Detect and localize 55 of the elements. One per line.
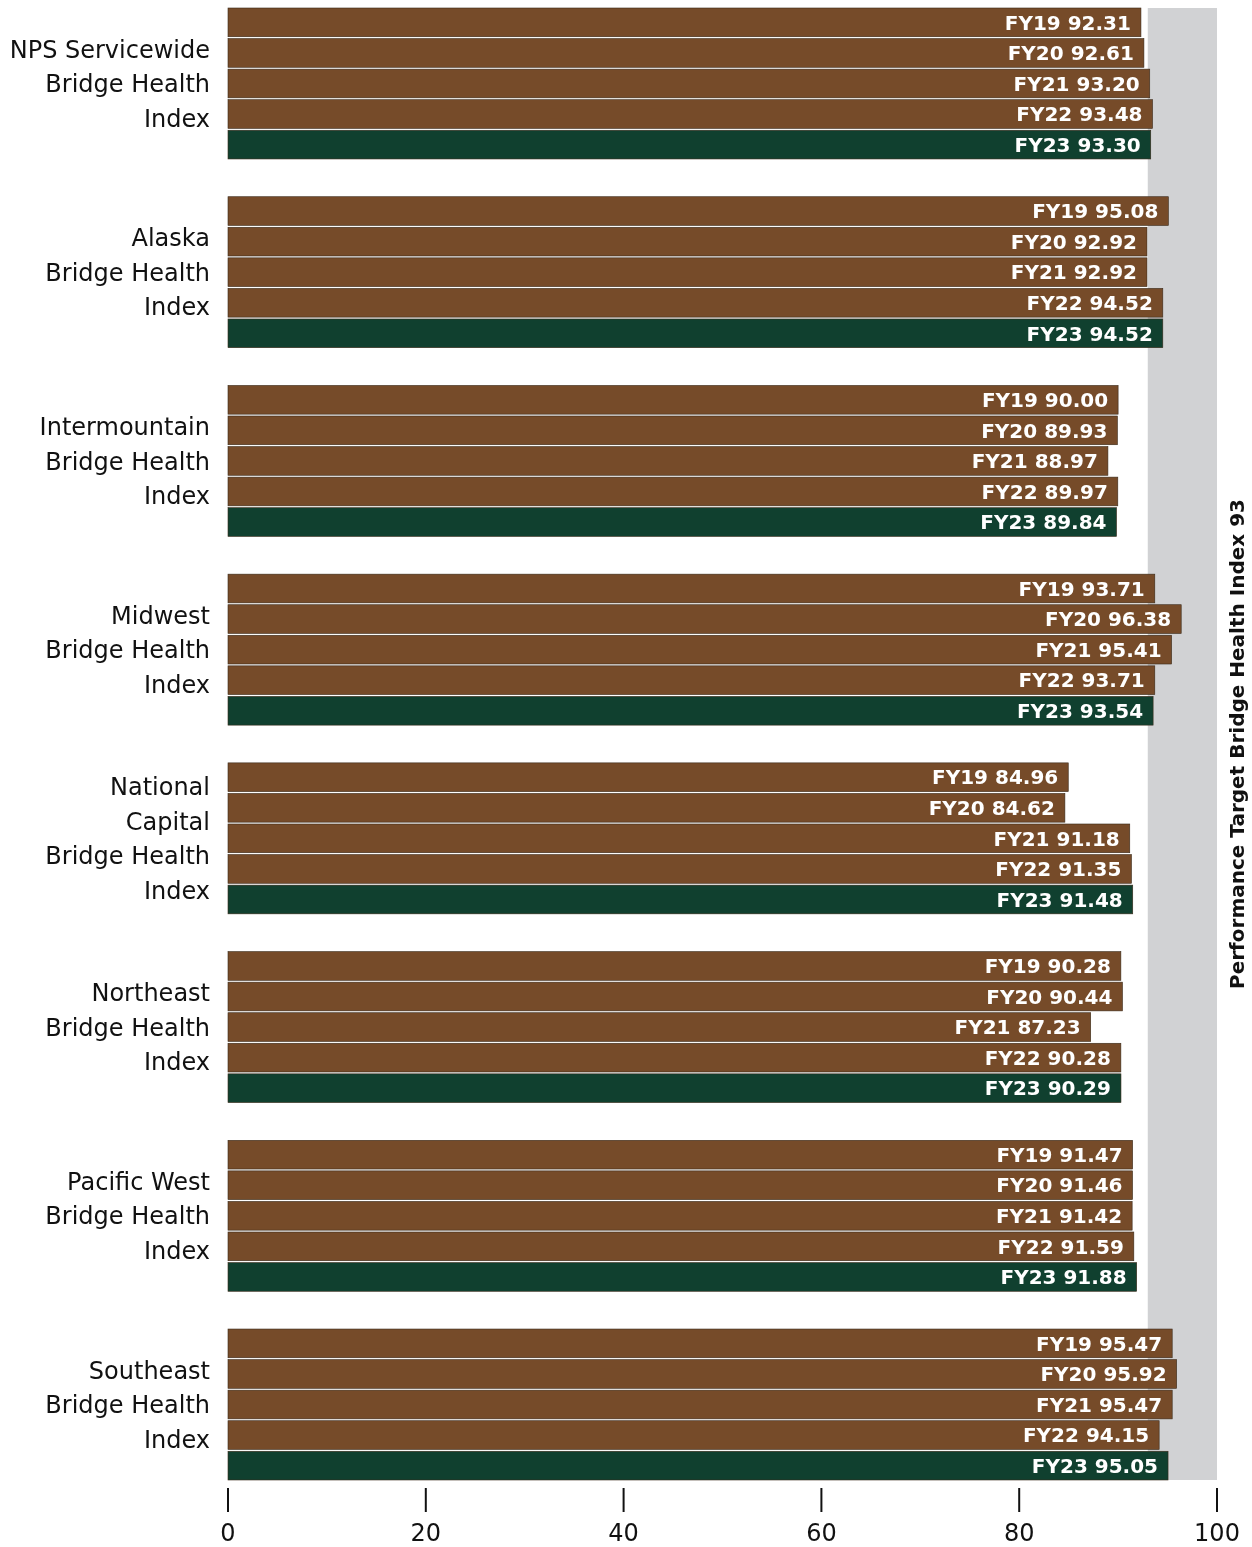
text: FY19 95.47 bbox=[1036, 1331, 1163, 1356]
text: FY20 92.61 bbox=[1007, 41, 1134, 66]
y-tick-label: National Capital Bridge Health Index bbox=[45, 773, 210, 905]
x-tick-label: 80 bbox=[1003, 1518, 1035, 1547]
text: FY21 87.23 bbox=[954, 1015, 1081, 1040]
text: FY20 84.62 bbox=[928, 796, 1055, 820]
text: FY19 93.71 bbox=[1018, 576, 1145, 601]
text: FY23 95.05 bbox=[1031, 1453, 1159, 1478]
text: FY20 96.38 bbox=[1045, 607, 1172, 632]
text: FY21 91.42 bbox=[995, 1203, 1123, 1228]
x-tick-label: 60 bbox=[806, 1518, 837, 1547]
text: FY22 90.28 bbox=[984, 1045, 1111, 1070]
text: FY19 90.00 bbox=[981, 388, 1109, 412]
text: FY22 93.71 bbox=[1018, 668, 1145, 693]
text: FY19 92.31 bbox=[1004, 10, 1131, 35]
band-label: Performance Target Bridge Health Index 93 bbox=[1225, 499, 1250, 989]
text: FY22 94.15 bbox=[1022, 1423, 1150, 1448]
text: FY21 93.20 bbox=[1013, 71, 1140, 96]
text: FY19 95.08 bbox=[1032, 199, 1159, 224]
text: FY22 93.48 bbox=[1016, 102, 1143, 127]
text: FY23 91.48 bbox=[996, 887, 1123, 912]
text: FY22 91.35 bbox=[995, 857, 1122, 882]
y-tick-label: Alaska Bridge Health Index bbox=[45, 224, 210, 322]
x-tick-label: 100 bbox=[1194, 1518, 1240, 1547]
x-tick-label: 20 bbox=[410, 1518, 442, 1547]
text: FY23 91.88 bbox=[1000, 1265, 1127, 1290]
y-tick-label: Intermountain Bridge Health Index bbox=[39, 413, 210, 511]
text: FY23 90.29 bbox=[984, 1076, 1111, 1101]
text: FY19 91.47 bbox=[996, 1142, 1123, 1167]
text: FY21 92.92 bbox=[1010, 260, 1137, 285]
y-tick-label: Southeast Bridge Health Index bbox=[45, 1356, 210, 1454]
x-tick-label: 0 bbox=[220, 1518, 236, 1547]
text: FY20 92.92 bbox=[1010, 229, 1137, 254]
y-tick-label: Northeast Bridge Health Index bbox=[45, 979, 210, 1077]
text: FY23 93.54 bbox=[1016, 698, 1144, 723]
text: FY21 95.41 bbox=[1035, 637, 1162, 662]
text: FY20 89.93 bbox=[981, 418, 1108, 443]
text: FY21 88.97 bbox=[971, 449, 1098, 474]
text: FY21 95.47 bbox=[1036, 1392, 1163, 1417]
y-tick-label: Pacific West Bridge Health Index bbox=[45, 1167, 210, 1265]
text: FY20 91.46 bbox=[996, 1173, 1123, 1198]
text: FY20 95.92 bbox=[1040, 1362, 1167, 1387]
text: FY20 90.44 bbox=[986, 984, 1113, 1009]
y-tick-label: NPS Servicewide Bridge Health Index bbox=[9, 35, 210, 133]
text: FY22 91.59 bbox=[997, 1234, 1124, 1259]
text: FY22 94.52 bbox=[1026, 290, 1153, 315]
text: FY23 89.84 bbox=[980, 510, 1107, 535]
text: FY21 91.18 bbox=[993, 826, 1120, 851]
text: FY23 93.30 bbox=[1014, 132, 1141, 157]
text: FY23 94.52 bbox=[1026, 321, 1153, 346]
text: FY22 89.97 bbox=[981, 479, 1108, 504]
text: FY19 84.96 bbox=[932, 765, 1059, 790]
x-tick-label: 40 bbox=[608, 1518, 639, 1547]
y-tick-label: Midwest Bridge Health Index bbox=[45, 601, 210, 699]
text: FY19 90.28 bbox=[984, 954, 1111, 979]
